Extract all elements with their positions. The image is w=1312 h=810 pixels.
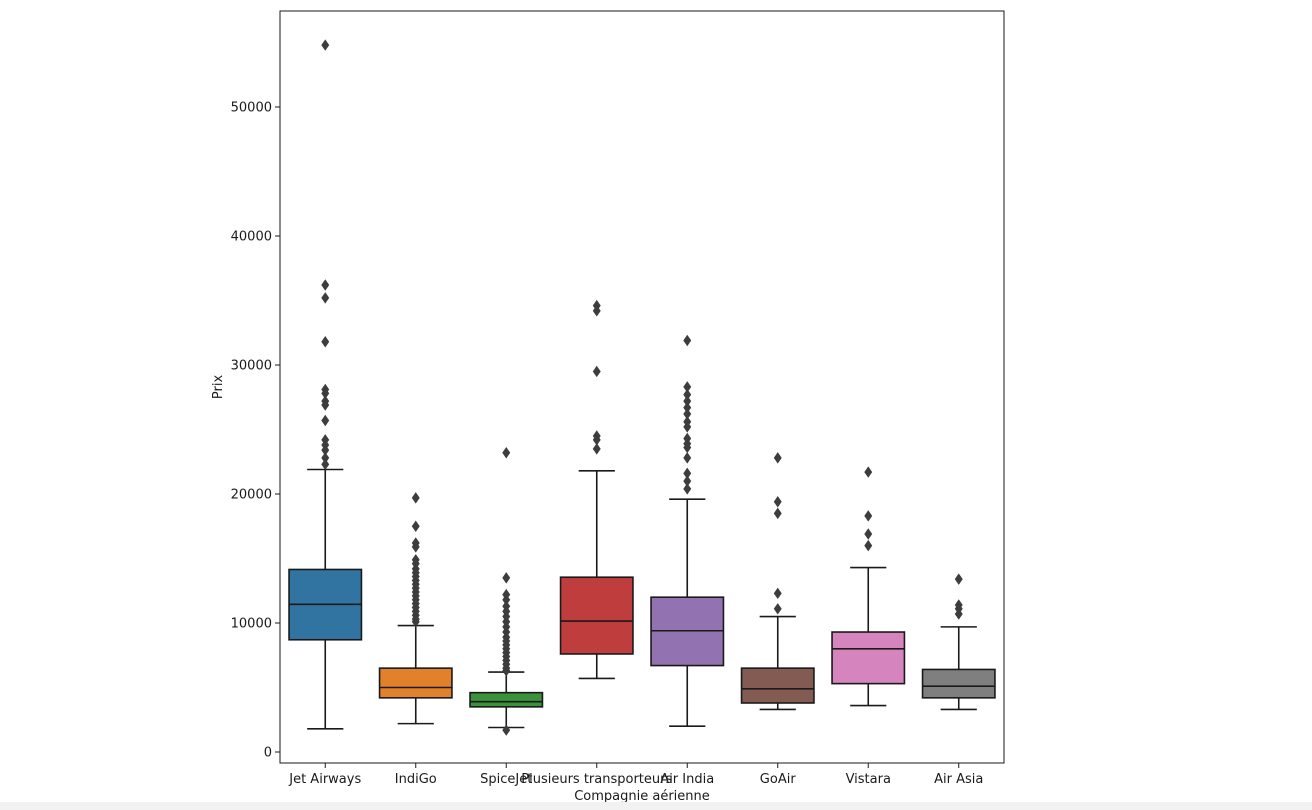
outlier-point — [864, 539, 873, 552]
y-axis: 0 10000 20000 30000 40000 50000 — [231, 101, 280, 761]
outlier-point — [321, 414, 330, 427]
box-6 — [831, 466, 906, 707]
outlier-point — [411, 541, 420, 553]
x-tick-label: SpiceJet — [480, 772, 532, 787]
box-1 — [378, 492, 453, 725]
outlier-point — [773, 496, 782, 508]
x-tick-label: Air India — [660, 772, 714, 787]
iqr-box — [469, 691, 544, 708]
outlier-point — [683, 452, 692, 464]
y-tick-label: 20000 — [231, 488, 272, 503]
bottom-strip — [0, 802, 1312, 810]
outlier-point — [321, 292, 330, 304]
outlier-point — [321, 458, 330, 471]
x-tick-label: Jet Airways — [288, 772, 361, 787]
outlier-point — [773, 603, 782, 615]
x-tick-label: Air Asia — [934, 772, 983, 787]
outlier-point — [411, 615, 420, 628]
outlier-point — [864, 510, 873, 522]
iqr-box — [921, 668, 996, 699]
outlier-point — [864, 466, 873, 478]
outlier-point — [411, 520, 420, 532]
outlier-point — [502, 724, 511, 736]
outlier-point — [683, 483, 692, 495]
iqr-box — [378, 667, 453, 699]
outlier-point — [321, 279, 330, 291]
outlier-point — [502, 572, 511, 584]
iqr-box — [831, 631, 906, 685]
outlier-point — [592, 305, 601, 317]
y-axis-label: Prix — [211, 375, 226, 400]
outlier-point — [321, 336, 330, 348]
x-tick-label: IndiGo — [395, 772, 437, 787]
y-tick-label: 10000 — [231, 617, 272, 632]
box-0 — [288, 39, 363, 730]
box-3 — [559, 299, 634, 680]
outlier-point — [321, 39, 330, 51]
boxes-group — [288, 39, 996, 736]
y-tick-label: 0 — [264, 746, 272, 761]
outlier-point — [954, 573, 963, 585]
outlier-point — [411, 492, 420, 504]
x-tick-label: Plusieurs transporteurs — [521, 772, 672, 787]
box-4 — [650, 334, 725, 728]
box-2 — [469, 446, 544, 736]
outlier-point — [683, 334, 692, 347]
x-tick-label: GoAir — [760, 772, 797, 787]
outlier-point — [592, 365, 601, 378]
y-tick-label: 30000 — [231, 359, 272, 374]
outlier-point — [502, 446, 511, 459]
outlier-point — [773, 452, 782, 464]
outlier-point — [864, 528, 873, 540]
x-tick-label: Vistara — [846, 772, 891, 787]
outlier-point — [954, 608, 963, 620]
outlier-point — [592, 443, 601, 455]
iqr-box — [559, 576, 634, 655]
outlier-point — [321, 399, 330, 411]
box-5 — [740, 452, 815, 711]
y-tick-label: 40000 — [231, 230, 272, 245]
outlier-point — [773, 507, 782, 520]
outlier-point — [683, 421, 692, 433]
outlier-point — [773, 587, 782, 600]
iqr-box — [740, 667, 815, 704]
box-7 — [921, 573, 996, 711]
x-axis-label: Compagnie aérienne — [574, 789, 710, 804]
outlier-point — [502, 665, 511, 677]
y-tick-label: 50000 — [231, 101, 272, 116]
